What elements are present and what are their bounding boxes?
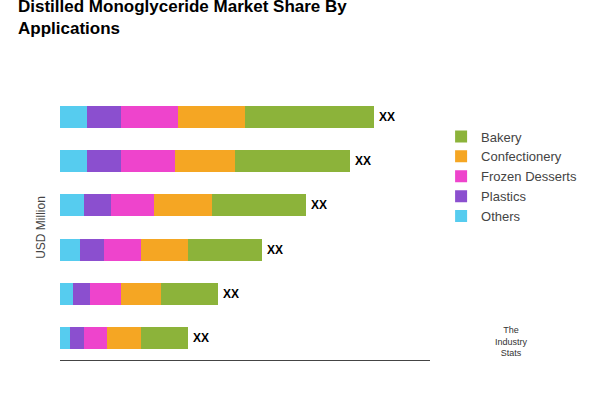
svg-text:USD Million: USD Million	[34, 196, 48, 259]
svg-text:Confectionery: Confectionery	[481, 149, 562, 164]
svg-text:XX: XX	[193, 331, 209, 345]
svg-text:XX: XX	[223, 287, 239, 301]
svg-text:XX: XX	[267, 243, 283, 257]
svg-text:XX: XX	[379, 110, 395, 124]
svg-text:XX: XX	[311, 198, 327, 212]
svg-text:Distilled Monoglyceride Market: Distilled Monoglyceride Market Share ByA…	[18, 0, 347, 38]
svg-text:Frozen Desserts: Frozen Desserts	[481, 169, 577, 184]
svg-text:Bakery: Bakery	[481, 130, 522, 145]
svg-text:Plastics: Plastics	[481, 189, 526, 204]
svg-text:XX: XX	[355, 154, 371, 168]
svg-text:Others: Others	[481, 209, 521, 224]
svg-text:TheIndustryStats: TheIndustryStats	[495, 325, 528, 358]
